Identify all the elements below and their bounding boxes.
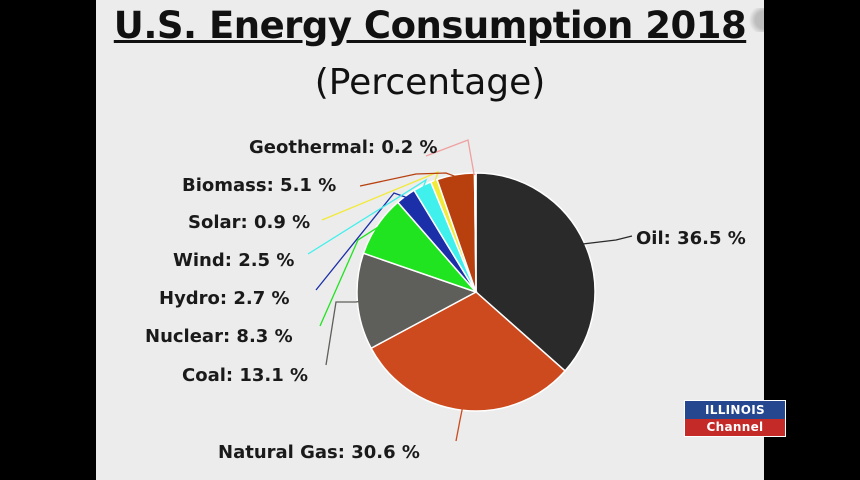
data-label-wind: Wind: 2.5 % [173, 250, 294, 271]
data-label-geothermal: Geothermal: 0.2 % [249, 137, 438, 158]
leader-line-wind [307, 178, 428, 255]
chart-subtitle: (Percentage) [314, 62, 546, 103]
data-label-coal: Coal: 13.1 % [182, 365, 308, 386]
data-label-oil: Oil: 36.5 % [636, 228, 746, 249]
leader-line-solar [321, 170, 440, 221]
logo-line-1: ILLINOIS [685, 401, 785, 419]
pie-chart: Oil: 36.5 % Natural Gas: 30.6 % Coal: 13.1… [145, 137, 746, 463]
slide: U.S. Energy Consumption 2018 (Percentage… [96, 0, 764, 480]
chart-title: U.S. Energy Consumption 2018 [113, 4, 747, 47]
data-label-nuclear: Nuclear: 8.3 % [145, 326, 293, 347]
corner-mark [746, 8, 764, 32]
leader-line-nuclear [319, 226, 380, 327]
leader-line-coal [325, 300, 360, 366]
leader-line-geothermal [425, 139, 476, 176]
leader-line-hydro [315, 192, 408, 291]
data-label-solar: Solar: 0.9 % [188, 212, 310, 233]
logo-line-2: Channel [685, 419, 785, 436]
leader-line-biomass [359, 172, 457, 187]
leader-line-natural-gas [455, 408, 464, 442]
data-label-natural-gas: Natural Gas: 30.6 % [218, 442, 420, 463]
data-label-hydro: Hydro: 2.7 % [159, 288, 290, 309]
pie-slice-geothermal [473, 172, 477, 293]
data-label-biomass: Biomass: 5.1 % [182, 175, 336, 196]
leader-line-oil [582, 235, 633, 245]
illinois-channel-logo: ILLINOIS Channel [684, 400, 786, 437]
